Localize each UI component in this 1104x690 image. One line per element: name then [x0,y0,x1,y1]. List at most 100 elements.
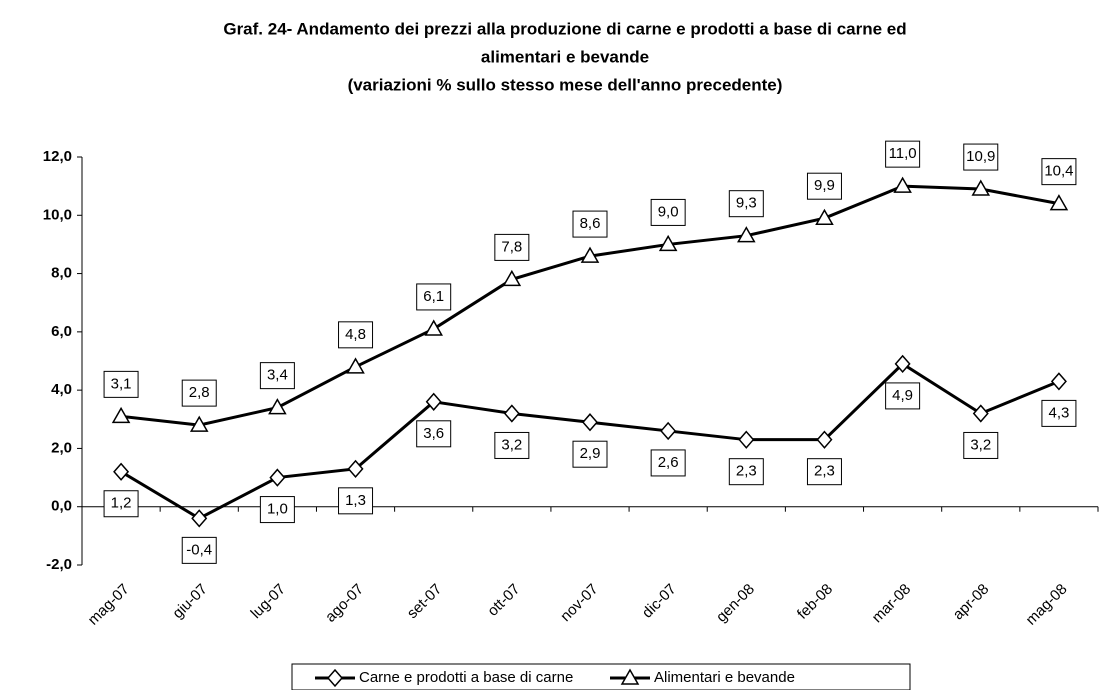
chart-subtitle: (variazioni % sullo stesso mese dell'ann… [348,75,783,94]
x-tick-label: apr-08 [950,581,993,624]
marker [894,354,911,374]
data-label: 3,4 [267,367,288,384]
y-tick-label: 2,0 [51,439,72,456]
y-tick-label: 10,0 [43,206,72,223]
label-box [728,458,764,486]
marker [111,406,131,424]
marker [738,430,755,449]
marker [347,459,364,478]
chart-title: alimentari e bevande [481,47,649,66]
marker [580,246,600,263]
label-box [416,420,452,448]
data-label: 9,9 [814,177,835,194]
marker [893,176,912,193]
marker [660,421,677,441]
data-label: 10,4 [1044,163,1073,180]
label-box [259,496,295,524]
marker [269,468,286,487]
label-box [103,490,139,518]
label-box [572,440,608,468]
y-tick-label: 8,0 [51,265,72,282]
label-box [338,321,374,349]
label-box [181,536,217,564]
legend-label: Carne e prodotti a base di carne [359,669,573,686]
data-label: 3,2 [970,436,991,453]
marker [425,392,442,411]
label-box [728,190,764,218]
data-label: 9,0 [658,203,679,220]
marker [1049,194,1069,211]
marker [113,462,130,481]
label-box [259,362,295,390]
label-box [1041,399,1077,427]
marker [972,404,989,423]
marker [816,430,833,449]
x-tick-label: nov-07 [557,581,601,625]
data-label: 1,2 [111,495,132,512]
x-tick-label: ago-07 [322,581,367,626]
data-label: 4,9 [892,387,913,404]
y-tick-label: 12,0 [43,148,72,165]
data-label: 3,1 [111,375,132,392]
label-box [1041,158,1077,186]
data-label: 11,0 [889,145,917,162]
x-tick-label: ott-07 [484,581,523,620]
x-tick-label: feb-08 [794,581,836,623]
label-box [181,379,217,407]
y-tick-label: 4,0 [51,381,72,398]
legend-label: Alimentari e bevande [654,669,795,686]
marker [737,226,756,243]
label-box [963,143,999,171]
label-box [494,233,530,261]
legend-box [291,663,911,690]
data-label: 4,8 [345,326,366,343]
label-box [103,370,139,398]
marker [268,398,287,415]
marker [191,509,208,528]
x-tick-label: gen-08 [713,581,758,626]
data-label: 1,3 [345,492,366,509]
data-label: 8,6 [580,215,601,232]
label-box [650,198,686,226]
marker [424,319,443,336]
x-tick-label: giu-07 [169,581,211,623]
label-box [806,172,842,200]
marker [1050,372,1067,391]
marker [189,415,209,432]
marker [503,404,520,423]
label-box [963,431,999,459]
x-tick-label: dic-07 [639,581,680,622]
y-tick-label: 0,0 [51,498,72,515]
label-box [416,283,452,311]
marker [620,668,640,685]
marker [502,269,522,287]
marker [327,668,343,688]
data-label: 4,3 [1048,404,1069,421]
label-box [806,458,842,486]
chart-title: Graf. 24- Andamento dei prezzi alla prod… [223,19,906,38]
data-label: 6,1 [423,288,444,305]
data-label: 1,0 [267,501,288,518]
x-tick-label: mar-08 [869,581,915,627]
data-label: 2,6 [658,454,679,471]
marker [346,357,365,374]
data-label: 3,2 [501,436,522,453]
marker [582,413,598,432]
label-box [494,431,530,459]
marker [658,234,678,252]
marker [971,179,991,196]
label-box [572,210,608,238]
data-label: 10,9 [966,148,995,165]
y-tick-label: 6,0 [51,323,72,340]
y-tick-label: -2,0 [46,556,72,573]
data-label: 9,3 [736,195,757,212]
label-box [885,382,921,410]
label-box [885,140,921,168]
x-tick-label: mag-08 [1023,581,1071,629]
data-label: 3,6 [423,425,444,442]
x-tick-label: set-07 [404,581,446,623]
label-box [338,487,374,515]
label-box [650,449,686,477]
x-tick-label: mag-07 [85,581,133,629]
